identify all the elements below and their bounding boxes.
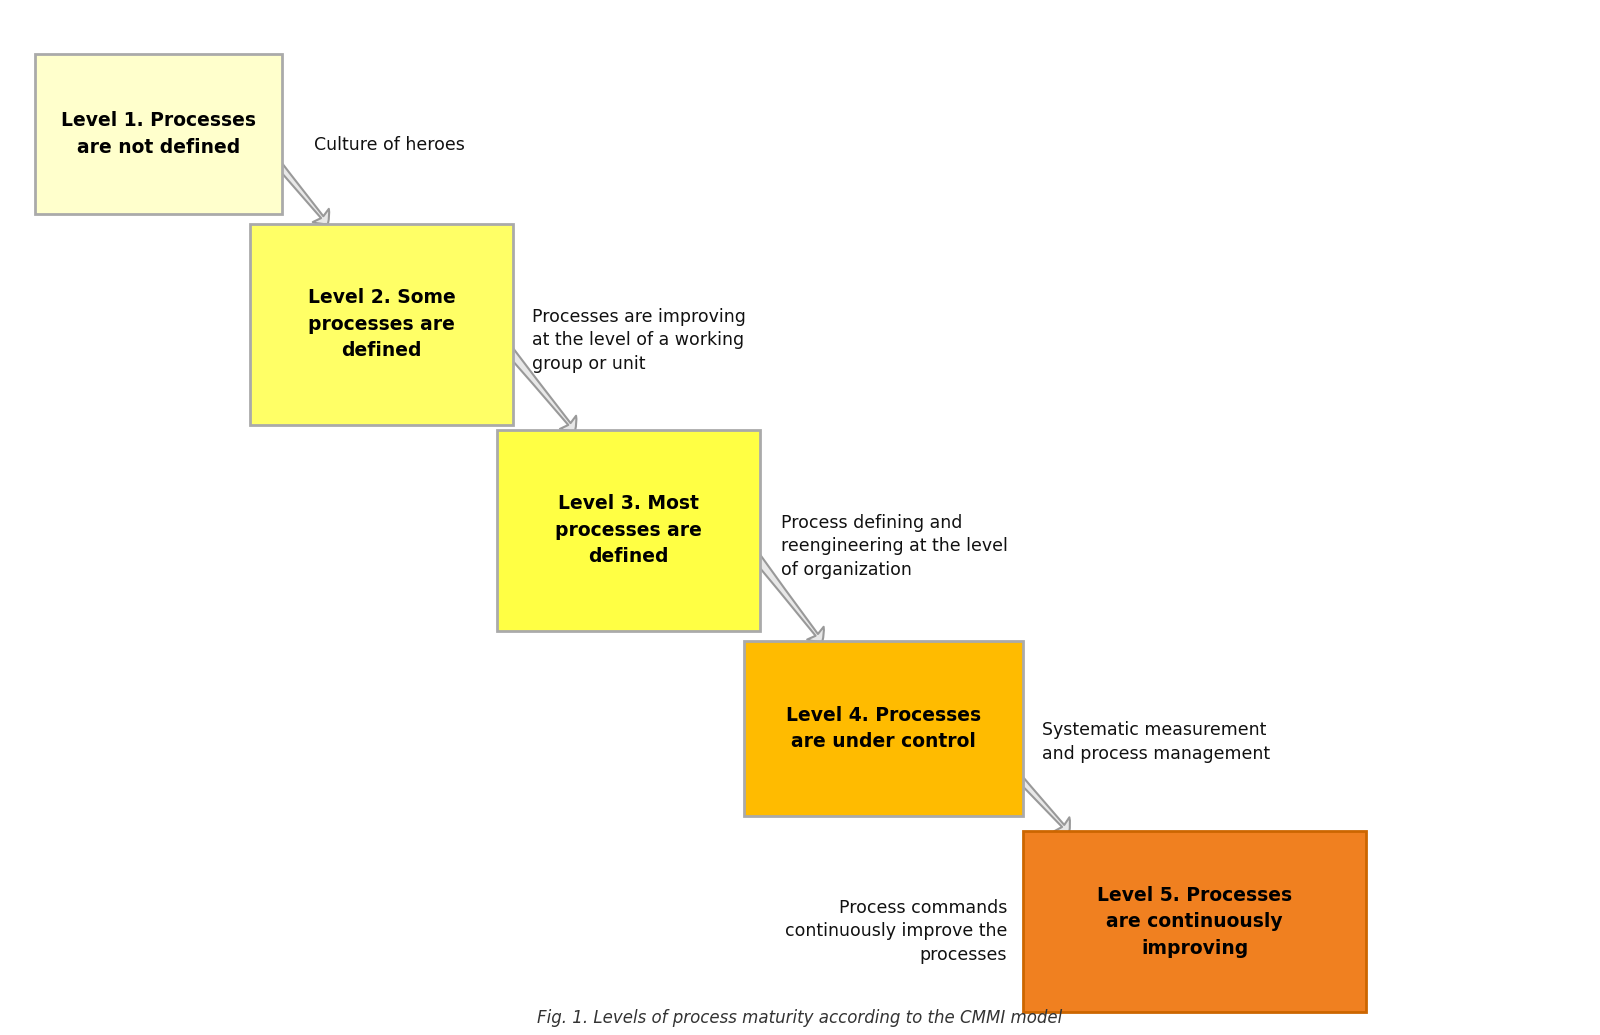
FancyBboxPatch shape	[1024, 831, 1366, 1011]
Text: Fig. 1. Levels of process maturity according to the CMMI model: Fig. 1. Levels of process maturity accor…	[538, 1009, 1062, 1027]
Text: Systematic measurement
and process management: Systematic measurement and process manag…	[1042, 721, 1270, 763]
Text: Process commands
continuously improve the
processes: Process commands continuously improve th…	[786, 898, 1008, 964]
Text: Level 5. Processes
are continuously
improving: Level 5. Processes are continuously impr…	[1098, 886, 1293, 957]
Text: Processes are improving
at the level of a working
group or unit: Processes are improving at the level of …	[533, 307, 746, 373]
FancyBboxPatch shape	[498, 430, 760, 630]
Text: Culture of heroes: Culture of heroes	[314, 136, 464, 154]
Text: Process defining and
reengineering at the level
of organization: Process defining and reengineering at th…	[781, 513, 1008, 579]
Text: Level 4. Processes
are under control: Level 4. Processes are under control	[786, 706, 981, 751]
FancyBboxPatch shape	[35, 54, 282, 214]
FancyBboxPatch shape	[250, 225, 514, 424]
Text: Level 2. Some
processes are
defined: Level 2. Some processes are defined	[307, 289, 456, 360]
FancyBboxPatch shape	[744, 641, 1024, 816]
Text: Level 3. Most
processes are
defined: Level 3. Most processes are defined	[555, 495, 702, 566]
Text: Level 1. Processes
are not defined: Level 1. Processes are not defined	[61, 112, 256, 156]
